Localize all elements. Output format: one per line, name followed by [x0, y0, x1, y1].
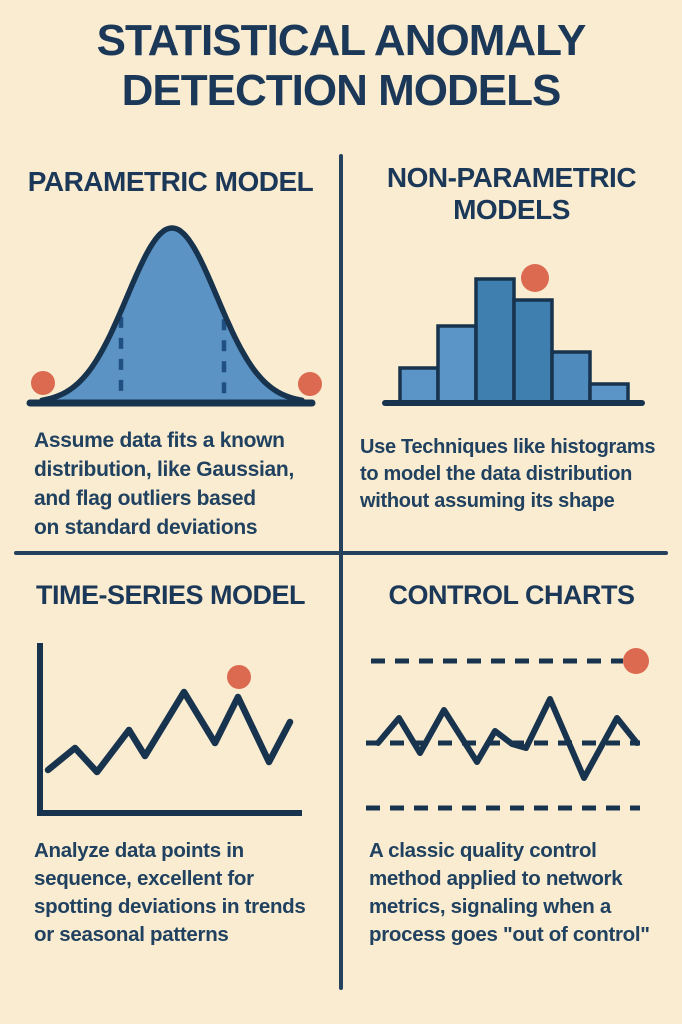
anomaly-dot — [521, 264, 549, 292]
out-of-control-dot — [623, 648, 649, 674]
parametric-model-description: Assume data fits a known distribution, l… — [34, 429, 294, 539]
main-title: STATISTICAL ANOMALY DETECTION MODELS — [96, 16, 587, 115]
control-charts-description: A classic quality control method applied… — [369, 839, 650, 946]
outlier-dot — [298, 372, 322, 396]
anomaly-dot — [227, 665, 251, 689]
quadrant-control-charts: CONTROL CHARTS A classic quality control… — [341, 555, 682, 1024]
vertical-divider — [339, 154, 343, 990]
outlier-dot — [31, 371, 55, 395]
time-series-line-chart-illustration — [18, 633, 318, 833]
quadrant-time-series-model: TIME-SERIES MODEL Analyze data points in… — [0, 555, 341, 1024]
non-parametric-models-heading: NON-PARAMETRIC MODELS — [386, 162, 637, 225]
non-parametric-models-description: Use Techniques like histograms to model … — [360, 436, 656, 512]
histogram-illustration — [365, 222, 673, 422]
control-chart-illustration — [353, 633, 653, 833]
control-charts-heading: CONTROL CHARTS — [388, 580, 636, 610]
gaussian-bell-curve-illustration — [16, 212, 324, 414]
time-series-model-description: Analyze data points in sequence, excelle… — [34, 839, 306, 946]
horizontal-divider — [14, 551, 668, 555]
quadrant-non-parametric-models: NON-PARAMETRIC MODELS Use Techniques lik… — [341, 154, 682, 551]
parametric-model-heading: PARAMETRIC MODEL — [27, 166, 314, 197]
time-series-model-heading: TIME-SERIES MODEL — [35, 580, 306, 610]
quadrant-parametric-model: PARAMETRIC MODEL Assume data fits a know… — [0, 154, 341, 551]
